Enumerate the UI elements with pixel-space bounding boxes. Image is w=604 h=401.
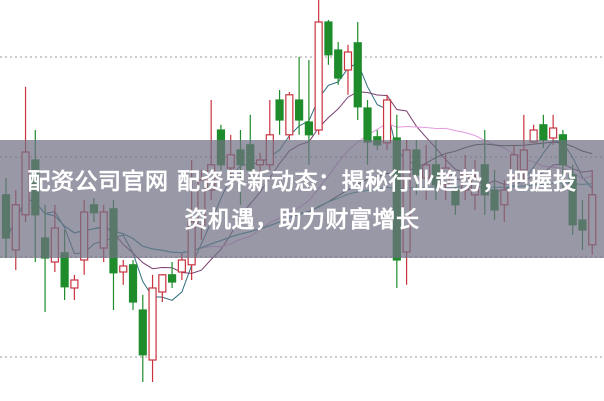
candle-up	[382, 99, 392, 144]
candle-up	[119, 265, 128, 273]
candle-down	[324, 21, 333, 56]
candle-down	[539, 124, 548, 141]
candle-up	[343, 51, 353, 71]
candle-up	[549, 127, 558, 139]
candle-up	[285, 94, 294, 136]
candle-up	[177, 259, 186, 273]
candle-up	[70, 279, 79, 289]
candle-up	[314, 21, 323, 131]
candle-down	[167, 274, 177, 283]
candle-up	[158, 274, 167, 293]
article-title: 配资公司官网 配资界新动态：揭秘行业趋势，把握投资机遇，助力财富增长	[27, 169, 577, 233]
candle-down	[353, 42, 362, 108]
candle-down	[363, 107, 372, 143]
candle-down	[334, 49, 343, 79]
candle-down	[138, 309, 147, 356]
candle-down	[128, 264, 138, 303]
candle-down	[275, 99, 284, 121]
title-banner	[0, 140, 604, 258]
candle-down	[295, 99, 304, 121]
candle-up	[148, 287, 157, 361]
candle-down	[304, 121, 313, 136]
